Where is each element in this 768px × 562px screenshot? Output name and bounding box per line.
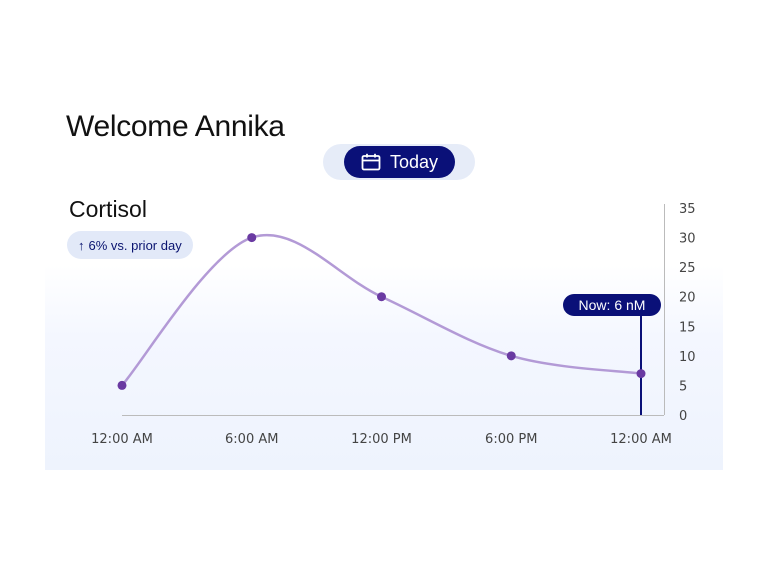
x-tick-label: 12:00 PM bbox=[351, 432, 412, 447]
now-marker-label: Now: 6 nM bbox=[579, 297, 646, 313]
y-tick-label: 35 bbox=[679, 202, 696, 217]
y-tick-label: 20 bbox=[679, 291, 696, 306]
y-tick-label: 15 bbox=[679, 320, 696, 335]
y-tick-label: 10 bbox=[679, 350, 696, 365]
today-button[interactable]: Today bbox=[344, 146, 455, 178]
y-tick-label: 25 bbox=[679, 261, 696, 276]
data-point bbox=[506, 351, 516, 361]
x-tick-label: 6:00 PM bbox=[485, 432, 537, 447]
x-tick-label: 6:00 AM bbox=[225, 432, 278, 447]
cortisol-line bbox=[121, 234, 642, 387]
trend-up-icon: ↑ bbox=[78, 237, 85, 253]
calendar-icon bbox=[361, 153, 381, 171]
data-point bbox=[377, 292, 386, 302]
y-tick-label: 0 bbox=[679, 409, 687, 424]
metric-title: Cortisol bbox=[69, 196, 147, 222]
today-label: Today bbox=[389, 151, 439, 172]
welcome-heading: Welcome Annika bbox=[66, 110, 285, 143]
x-tick-label: 12:00 AM bbox=[91, 432, 153, 447]
change-text: 6% vs. prior day bbox=[88, 237, 182, 253]
y-tick-label: 30 bbox=[679, 232, 696, 247]
data-point bbox=[636, 369, 646, 379]
x-tick-label: 12:00 AM bbox=[610, 432, 672, 447]
now-marker-badge bbox=[563, 294, 661, 316]
data-point bbox=[247, 233, 257, 243]
y-tick-label: 5 bbox=[679, 379, 687, 394]
data-point bbox=[117, 380, 127, 390]
change-badge: ↑ 6% vs. prior day bbox=[67, 231, 193, 259]
